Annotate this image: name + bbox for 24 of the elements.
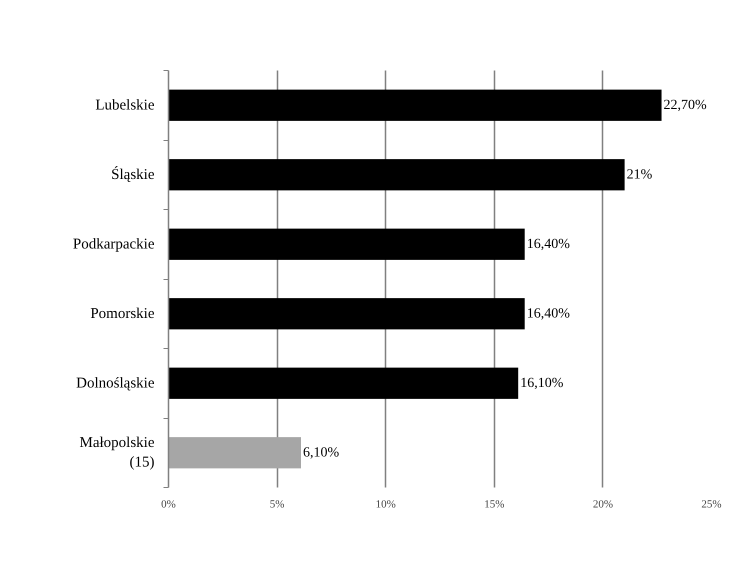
data-label: 16,40% <box>526 236 570 252</box>
y-tick-label: Lubelskie <box>95 97 155 114</box>
bar <box>168 90 662 121</box>
x-tick-label: 25% <box>701 498 722 510</box>
y-tick-label: Śląskie <box>111 166 155 183</box>
y-tick-label: Dolnośląskie <box>76 375 155 392</box>
data-label: 6,10% <box>302 445 340 460</box>
y-tick-label: Podkarpackie <box>72 236 155 252</box>
y-tick-label: Pomorskie <box>90 306 155 322</box>
x-tick-label: 15% <box>484 498 504 510</box>
x-tick-label: 5% <box>270 498 284 510</box>
bar <box>168 298 525 330</box>
data-label: 21% <box>626 167 653 182</box>
x-tick-label: 0% <box>161 498 176 510</box>
x-tick-label: 10% <box>376 498 396 510</box>
bar <box>168 159 625 190</box>
x-tick-label: 20% <box>592 498 613 510</box>
data-label: 22,70% <box>664 98 708 113</box>
data-label: 16,40% <box>526 306 570 322</box>
bar <box>168 437 301 468</box>
bar <box>168 228 525 260</box>
bar <box>168 368 518 399</box>
y-tick-label: Małopolskie (15) <box>80 435 155 470</box>
data-label: 16,10% <box>520 376 564 391</box>
